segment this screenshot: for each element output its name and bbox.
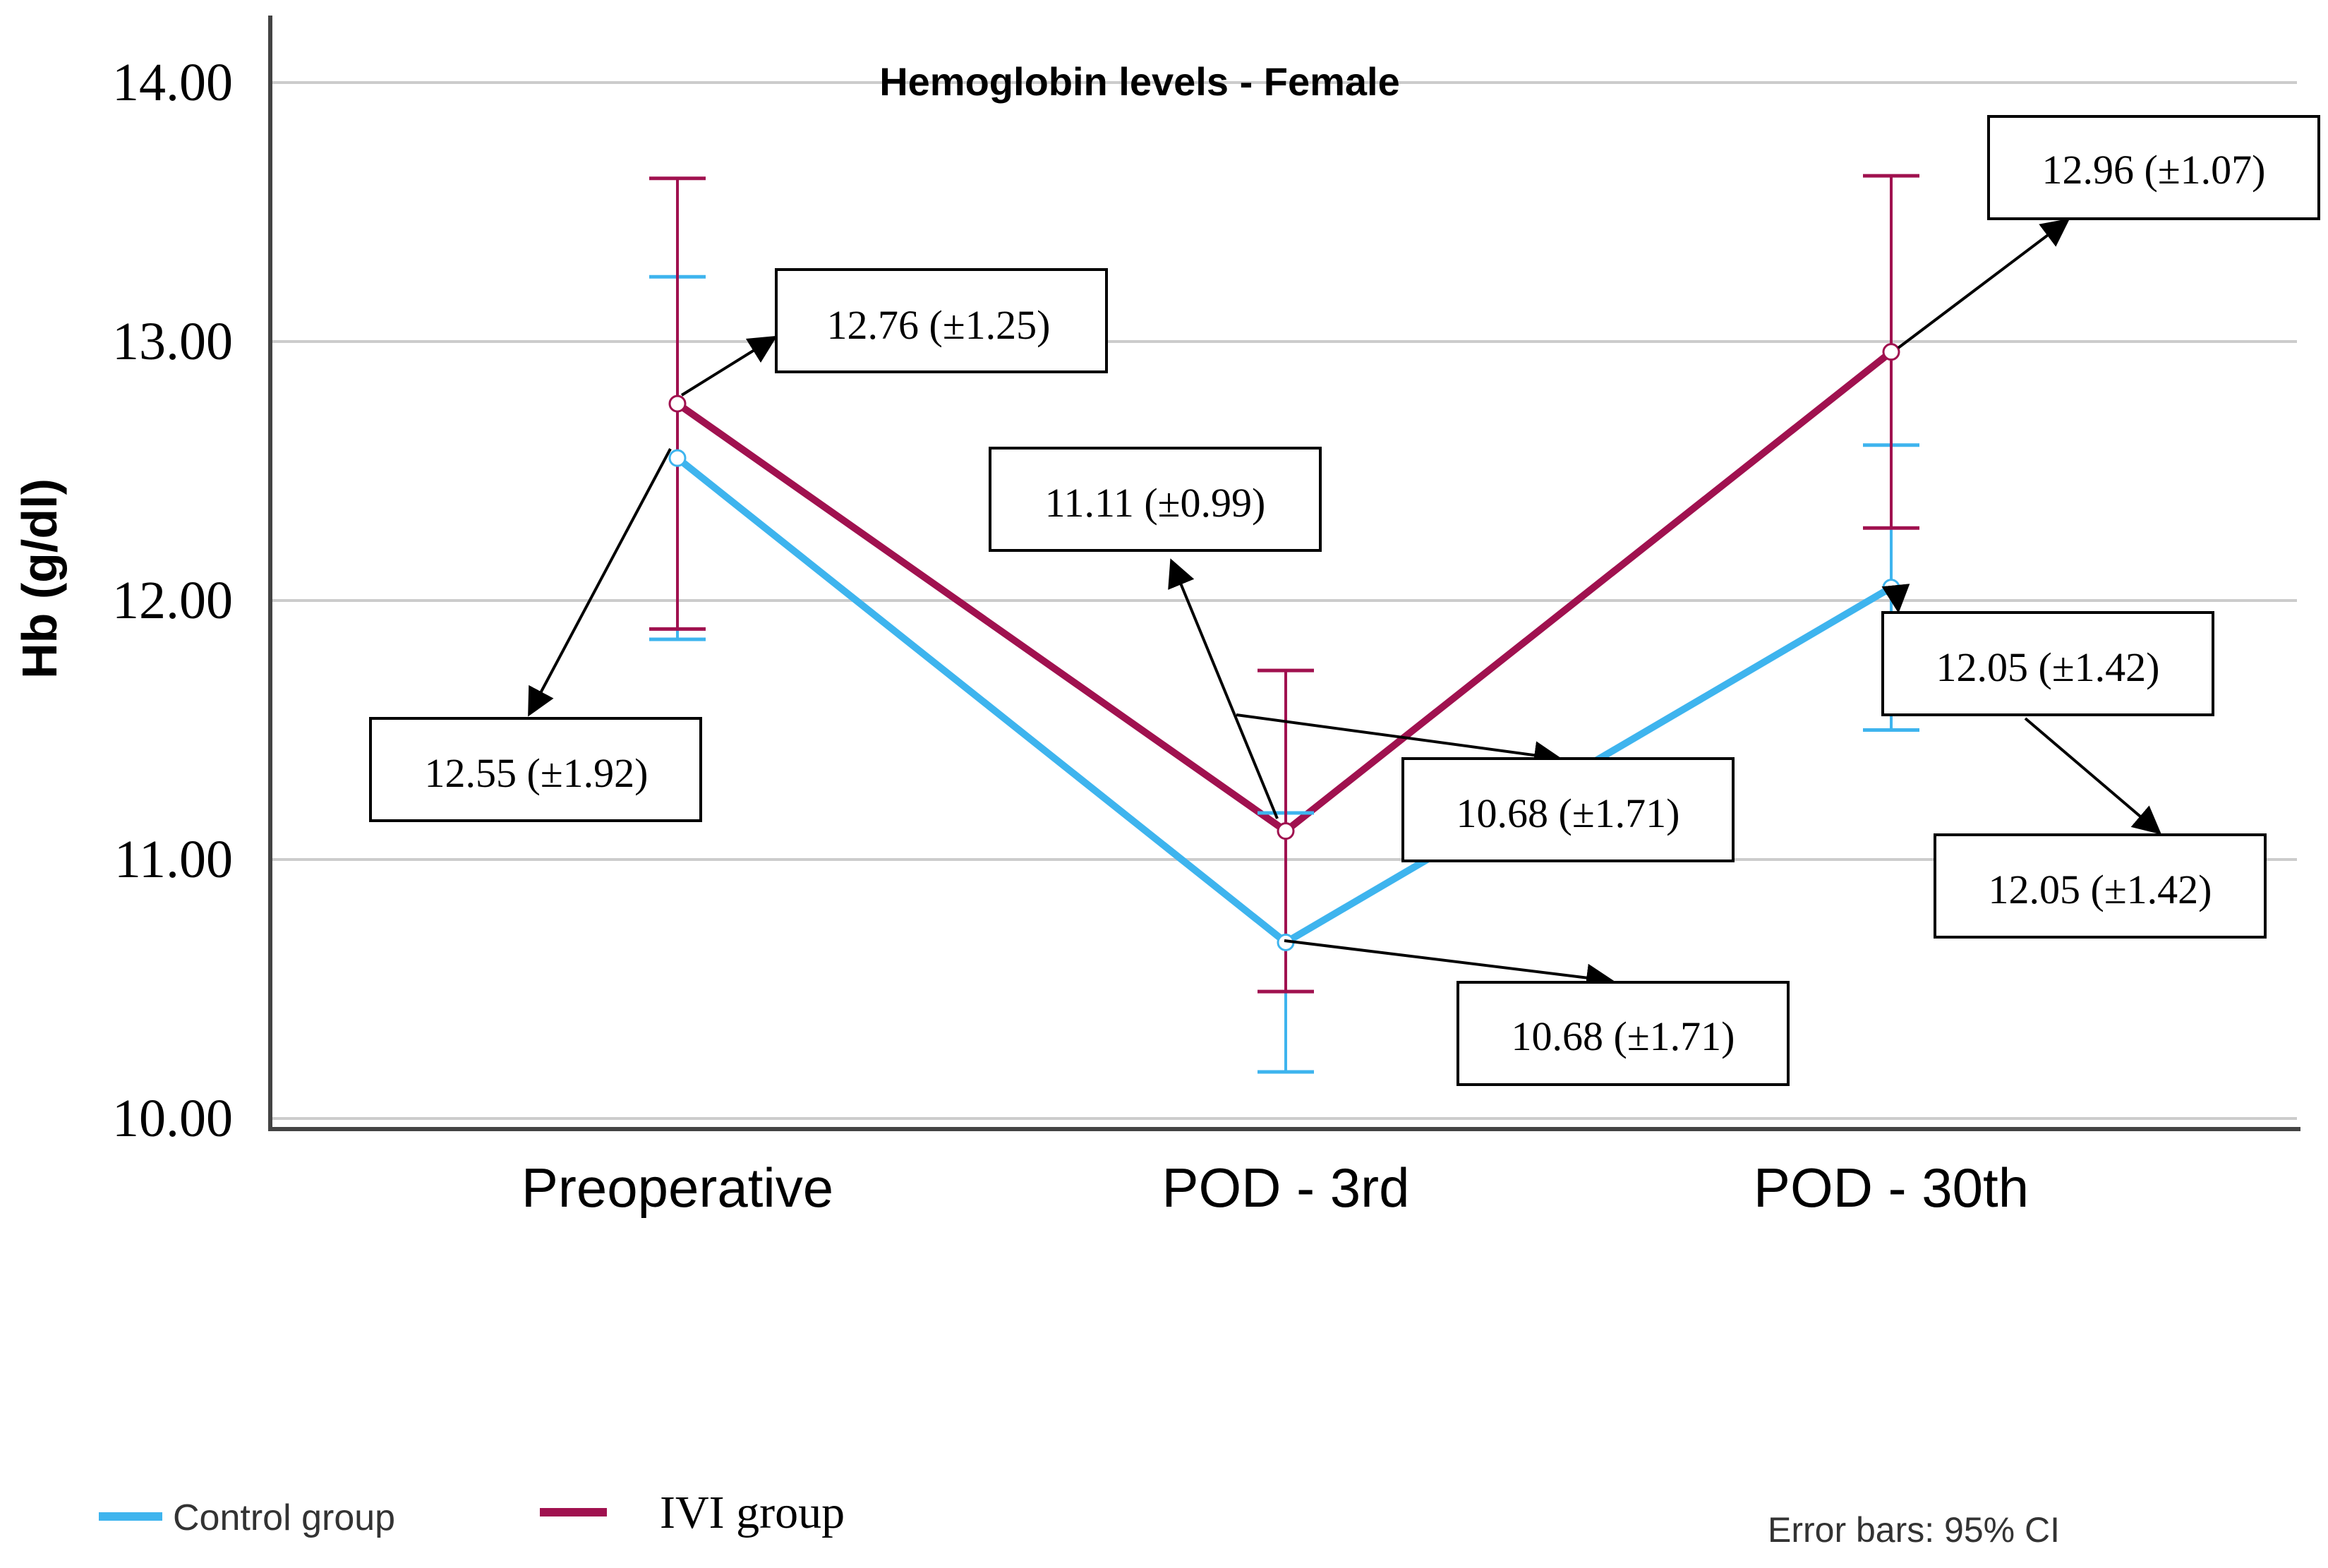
- legend: Control group IVI group: [99, 1487, 845, 1538]
- chart-title: Hemoglobin levels - Female: [879, 59, 1400, 104]
- annotation-label: 10.68 (±1.71): [1512, 1013, 1735, 1059]
- y-tick-label: 14.00: [112, 53, 233, 112]
- data-points: [668, 343, 1900, 951]
- annotation-label: 12.05 (±1.42): [1936, 644, 2160, 690]
- y-tick-label: 10.00: [112, 1089, 233, 1148]
- annotation-label: 12.05 (±1.42): [1989, 867, 2212, 912]
- y-tick-label: 11.00: [114, 830, 233, 889]
- annotation-label: 12.96 (±1.07): [2042, 147, 2266, 193]
- data-point: [1277, 822, 1295, 840]
- data-point: [1882, 579, 1900, 597]
- annotation-arrow: [680, 335, 778, 397]
- data-point: [668, 394, 687, 413]
- annotation-label: 12.76 (±1.25): [827, 302, 1051, 348]
- annotation-arrow: [1284, 939, 1615, 992]
- error-bars-footnote: Error bars: 95% CI: [1768, 1510, 2060, 1550]
- data-point: [668, 449, 687, 467]
- annotation-label: 10.68 (±1.71): [1456, 790, 1680, 836]
- data-point: [1882, 343, 1900, 361]
- legend-label-control: Control group: [173, 1497, 395, 1538]
- annotation-box: [369, 717, 702, 822]
- annotation-box: [1401, 757, 1735, 862]
- x-tick-label: Preoperative: [521, 1157, 833, 1219]
- y-tick-label: 12.00: [112, 571, 233, 630]
- y-axis-label: Hb (g/dl): [12, 478, 67, 679]
- annotation-arrow: [1897, 218, 2070, 349]
- annotation-arrows: [528, 218, 2162, 992]
- y-tick-label: 13.00: [112, 312, 233, 371]
- annotation-arrow: [1881, 584, 1910, 613]
- annotation-box: [1934, 833, 2267, 939]
- x-tick-label: POD - 3rd: [1162, 1157, 1409, 1219]
- annotation-label: 12.55 (±1.92): [425, 750, 649, 796]
- annotation-box: [1881, 611, 2214, 716]
- annotation-box: [1456, 981, 1790, 1086]
- annotation-arrow: [2024, 717, 2162, 835]
- annotation-box: [775, 268, 1108, 373]
- annotation-boxes: 12.76 (±1.25) 12.55 (±1.92) 11.11 (±0.99) 1…: [369, 115, 2320, 1086]
- annotation-arrow: [528, 448, 672, 717]
- annotation-arrow: [1168, 558, 1279, 819]
- legend-label-ivi: IVI group: [660, 1487, 845, 1538]
- x-tick-label: POD - 30th: [1754, 1157, 2029, 1219]
- y-tick-labels: 10.00 11.00 12.00 13.00 14.00: [112, 53, 233, 1148]
- annotation-box: [1987, 115, 2320, 220]
- annotation-arrow: [1236, 713, 1562, 769]
- annotation-label: 11.11 (±0.99): [1045, 480, 1266, 526]
- annotation-box: [989, 447, 1322, 552]
- x-tick-labels: Preoperative POD - 3rd POD - 30th: [521, 1157, 2029, 1219]
